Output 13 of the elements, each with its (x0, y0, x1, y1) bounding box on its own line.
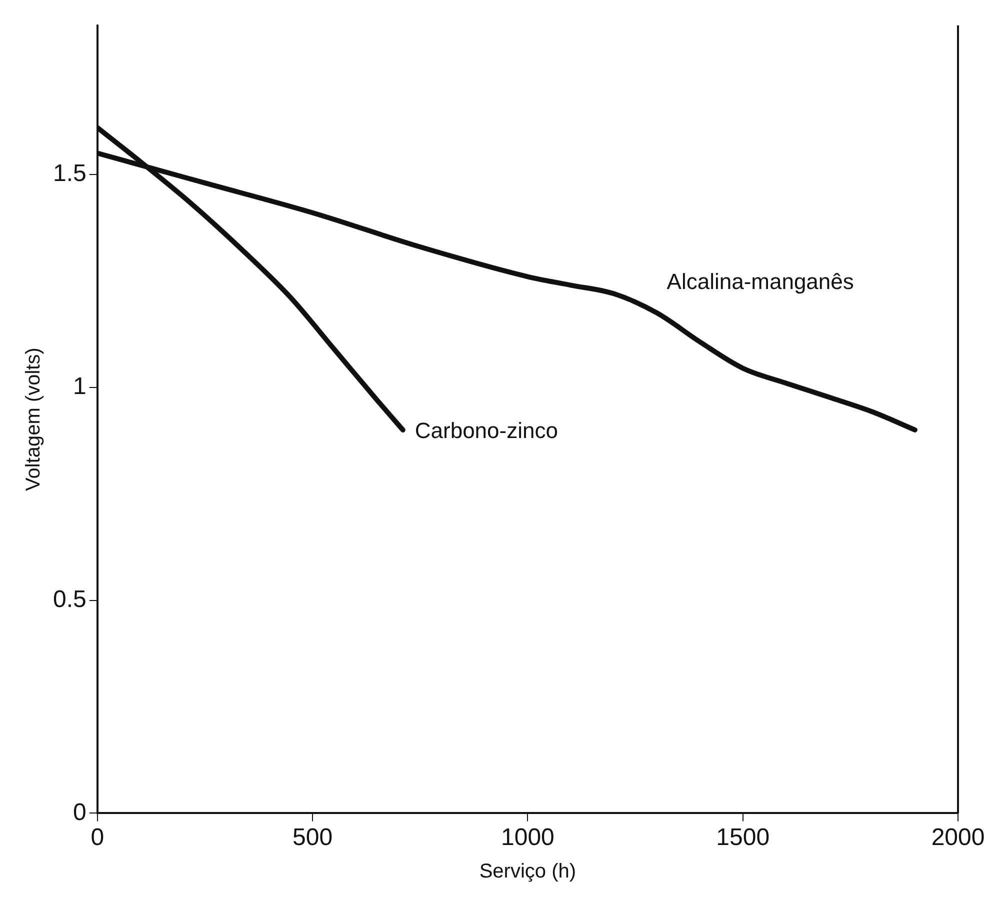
y-tick-label: 0.5 (52, 586, 86, 613)
y-tick-label: 0 (73, 798, 86, 826)
x-tick-label: 1500 (716, 824, 770, 852)
x-tick-label: 1000 (500, 824, 554, 852)
series-label: Carbono-zinco (414, 418, 558, 444)
x-axis-title: Serviço (h) (479, 860, 576, 883)
x-tick-label: 0 (90, 824, 104, 852)
x-tick-label: 2000 (931, 824, 985, 852)
series-label: Alcalina-manganês (666, 268, 854, 294)
x-tick-label: 500 (292, 824, 333, 852)
y-axis-title: Voltagem (volts) (22, 348, 45, 491)
y-tick-label: 1.5 (52, 160, 86, 188)
y-tick-label: 1 (73, 372, 86, 400)
